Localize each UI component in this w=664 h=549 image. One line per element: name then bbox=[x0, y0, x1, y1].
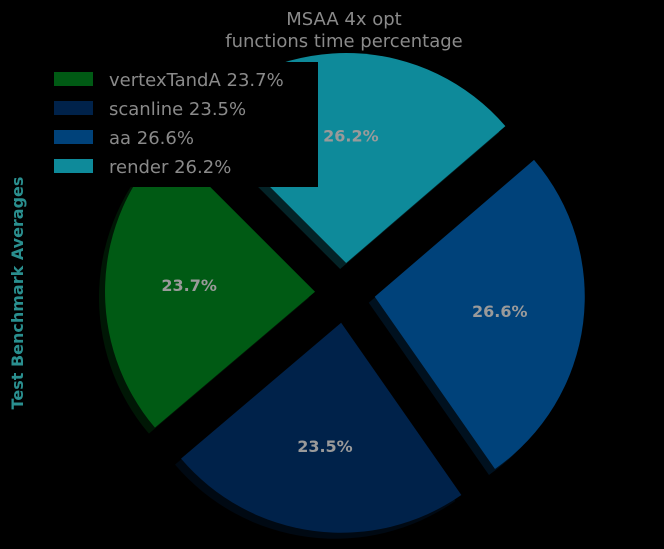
legend-label-scanline: scanline 23.5% bbox=[109, 99, 246, 120]
chart-title-line-2: functions time percentage bbox=[225, 31, 463, 52]
legend-label-vertexTandA: vertexTandA 23.7% bbox=[109, 70, 284, 91]
chart-title-line-1: MSAA 4x opt bbox=[286, 9, 401, 30]
pct-label-scanline: 23.5% bbox=[297, 437, 353, 456]
y-axis-label: Test Benchmark Averages bbox=[8, 177, 27, 410]
legend-swatch-aa bbox=[54, 130, 93, 144]
legend: vertexTandA 23.7% scanline 23.5% aa 26.6% r… bbox=[42, 62, 318, 187]
percentage-labels: 23.7% 23.5% 26.6% 26.2% bbox=[161, 127, 527, 457]
legend-label-aa: aa 26.6% bbox=[109, 128, 194, 149]
pct-label-vertexTandA: 23.7% bbox=[161, 276, 217, 295]
legend-swatch-render bbox=[54, 159, 93, 173]
legend-swatch-vertexTandA bbox=[54, 72, 93, 86]
slice-scanline bbox=[181, 322, 462, 533]
pct-label-render: 26.2% bbox=[323, 127, 379, 146]
slice-vertexTandA bbox=[105, 143, 316, 428]
pct-label-aa: 26.6% bbox=[472, 302, 528, 321]
pie-slices bbox=[105, 53, 585, 533]
legend-label-render: render 26.2% bbox=[109, 157, 231, 178]
legend-swatch-scanline bbox=[54, 101, 93, 115]
slice-aa bbox=[374, 159, 585, 469]
